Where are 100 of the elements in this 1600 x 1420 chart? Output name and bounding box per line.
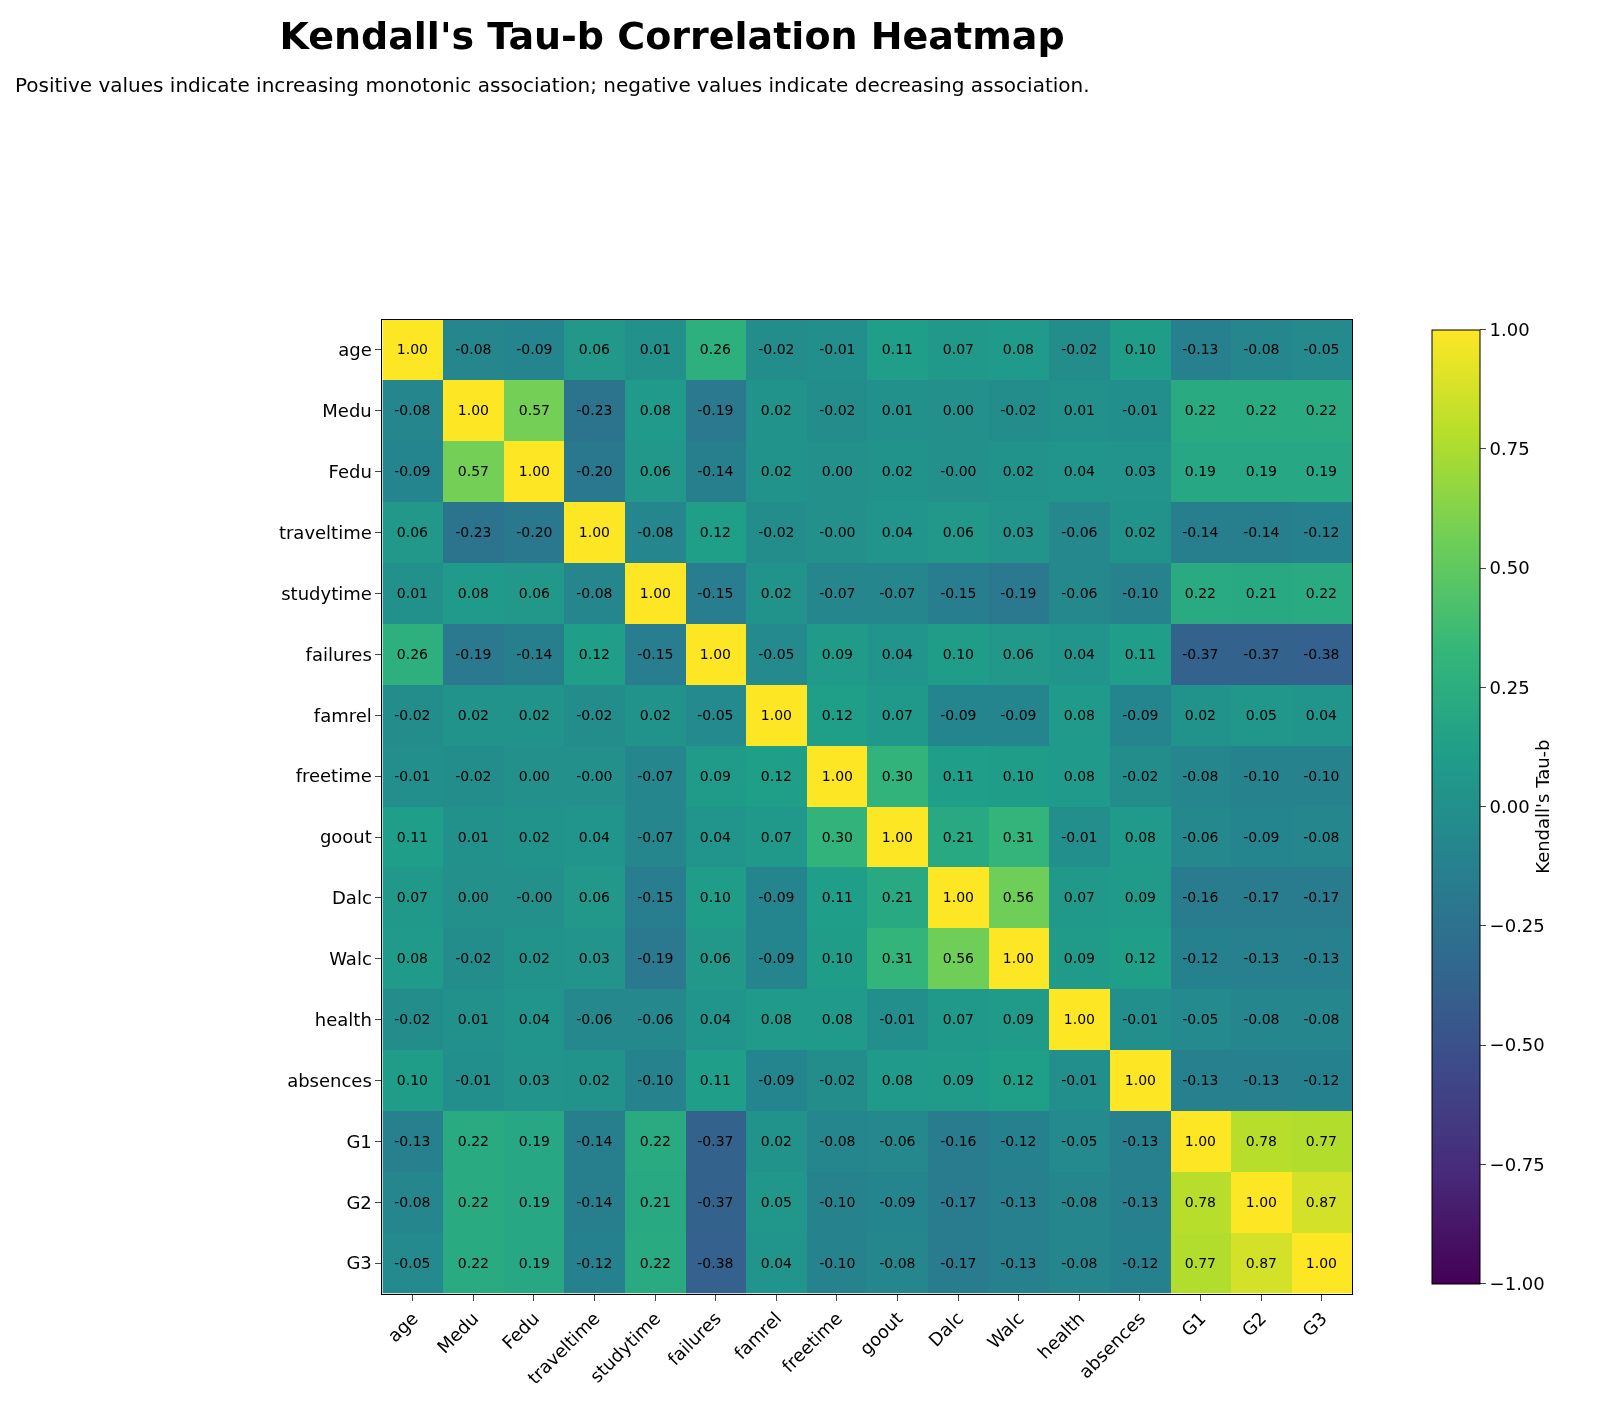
- data-label: 0.31: [881, 950, 913, 967]
- data-label: 0.07: [396, 889, 428, 906]
- data-label: 1.00: [699, 646, 731, 663]
- data-label: -0.13: [1303, 950, 1340, 967]
- data-label: 0.08: [1002, 341, 1034, 358]
- data-label: 0.12: [1124, 950, 1156, 967]
- data-label: -0.23: [455, 524, 492, 541]
- data-label: 0.03: [1002, 524, 1034, 541]
- data-label: 1.00: [1063, 1011, 1095, 1028]
- data-label: 0.06: [699, 950, 732, 967]
- data-label: 0.08: [760, 1011, 792, 1028]
- data-label: -0.01: [879, 1011, 916, 1028]
- data-label: 0.19: [518, 1194, 550, 1211]
- color-bar-label: −1.00: [1489, 1272, 1545, 1294]
- data-label: 0.09: [821, 646, 853, 663]
- data-label: -0.10: [637, 1072, 674, 1089]
- data-label: 0.78: [1245, 1133, 1277, 1150]
- data-label: -0.02: [394, 1011, 431, 1028]
- data-label: -0.10: [819, 1194, 856, 1211]
- y-tick-label: failures: [305, 643, 372, 665]
- data-label: -0.12: [576, 1255, 613, 1272]
- y-tick-label: traveltime: [278, 521, 372, 543]
- data-label: -0.13: [1243, 950, 1280, 967]
- data-label: 0.31: [1002, 829, 1034, 846]
- data-label: 0.00: [518, 768, 550, 785]
- data-label: -0.12: [1000, 1133, 1037, 1150]
- data-label: 0.08: [821, 1011, 853, 1028]
- data-label: 0.77: [1184, 1255, 1216, 1272]
- data-label: 0.06: [942, 524, 975, 541]
- data-label: -0.15: [637, 889, 674, 906]
- data-label: -0.13: [1243, 1072, 1280, 1089]
- data-label: -0.15: [637, 646, 674, 663]
- color-bar-label: −0.25: [1489, 915, 1545, 937]
- y-tick-label: health: [314, 1008, 372, 1030]
- data-label: 0.22: [1245, 402, 1277, 419]
- data-label: 0.02: [639, 707, 671, 724]
- data-label: 0.19: [1245, 463, 1277, 480]
- data-label: 0.01: [457, 829, 489, 846]
- data-label: 0.22: [457, 1194, 489, 1211]
- data-label: -0.08: [637, 524, 674, 541]
- data-label: -0.08: [1243, 341, 1280, 358]
- data-label: -0.08: [1061, 1255, 1098, 1272]
- data-label: 0.02: [760, 1133, 792, 1150]
- data-label: 0.06: [639, 463, 672, 480]
- data-label: -0.08: [1243, 1011, 1280, 1028]
- y-tick-label: studytime: [281, 582, 372, 604]
- data-label: 0.26: [699, 341, 732, 358]
- data-label: -0.06: [637, 1011, 674, 1028]
- data-label: -0.10: [1303, 768, 1340, 785]
- data-label: 0.04: [578, 829, 611, 846]
- data-label: -0.09: [879, 1194, 916, 1211]
- data-label: -0.38: [1303, 646, 1340, 663]
- data-label: 0.02: [760, 463, 792, 480]
- data-label: 0.22: [639, 1133, 671, 1150]
- data-label: -0.01: [1061, 1072, 1098, 1089]
- data-label: -0.19: [637, 950, 674, 967]
- data-label: 1.00: [396, 341, 428, 358]
- data-label: 0.10: [942, 646, 974, 663]
- data-label: 0.01: [1063, 402, 1095, 419]
- data-label: 0.08: [457, 585, 489, 602]
- data-label: 0.04: [699, 1011, 732, 1028]
- data-label: 0.09: [1002, 1011, 1034, 1028]
- data-label: -0.09: [394, 463, 431, 480]
- data-label: 0.00: [457, 889, 489, 906]
- data-label: 0.77: [1305, 1133, 1337, 1150]
- data-label: 0.02: [1184, 707, 1216, 724]
- x-tick-label: G3: [1298, 1307, 1331, 1341]
- data-label: -0.19: [455, 646, 492, 663]
- data-label: 0.07: [881, 707, 913, 724]
- data-label: -0.09: [758, 889, 795, 906]
- data-label: -0.13: [1182, 1072, 1219, 1089]
- data-label: 0.07: [1063, 889, 1095, 906]
- data-label: -0.20: [516, 524, 553, 541]
- data-label: -0.14: [576, 1133, 613, 1150]
- y-tick-label: Dalc: [332, 887, 372, 909]
- data-label: 0.12: [760, 768, 792, 785]
- color-bar-label: 1.00: [1489, 318, 1530, 340]
- data-label: -0.14: [1182, 524, 1219, 541]
- data-label: 0.21: [1245, 585, 1277, 602]
- data-label: 0.08: [1063, 768, 1095, 785]
- data-label: -0.08: [1061, 1194, 1098, 1211]
- data-label: 1.00: [578, 524, 610, 541]
- data-label: -0.10: [1243, 768, 1280, 785]
- data-label: 0.04: [760, 1255, 793, 1272]
- data-label: -0.17: [940, 1255, 977, 1272]
- data-label: -0.08: [576, 585, 613, 602]
- data-label: 0.11: [1124, 646, 1156, 663]
- data-label: 0.09: [699, 768, 731, 785]
- data-label: -0.08: [394, 1194, 431, 1211]
- data-label: -0.08: [1182, 768, 1219, 785]
- chart-subtitle: Positive values indicate increasing monotonic association; negative values indicate decreasing association.: [15, 73, 1090, 97]
- data-label: -0.06: [1061, 524, 1098, 541]
- data-label: -0.09: [1122, 707, 1159, 724]
- data-label: -0.02: [1000, 402, 1037, 419]
- data-label: 0.08: [396, 950, 428, 967]
- data-label: 0.87: [1305, 1194, 1337, 1211]
- data-label: 0.57: [457, 463, 489, 480]
- data-label: 0.30: [881, 768, 913, 785]
- data-label: 0.01: [396, 585, 428, 602]
- data-label: 0.08: [639, 402, 671, 419]
